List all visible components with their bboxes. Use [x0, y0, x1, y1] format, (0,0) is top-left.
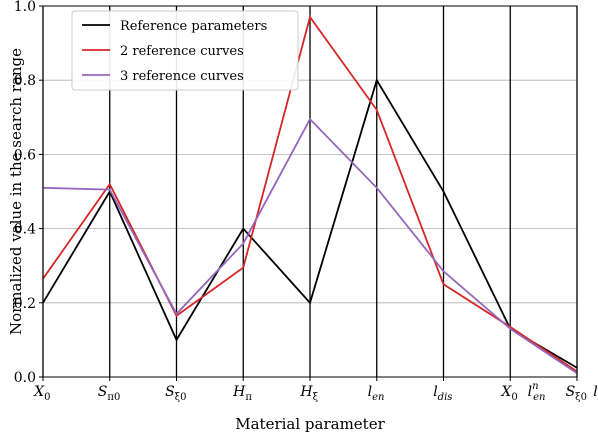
- series-line-3: [42, 117, 578, 375]
- x-tick-label-extra: l2dis: [593, 381, 598, 403]
- x-tick-label: Sξ0: [165, 384, 188, 403]
- x-tick-label: X0: [500, 384, 519, 403]
- x-tick-label-extra: ln en: [528, 381, 547, 403]
- y-axis-title: Normalized value in the search range: [7, 48, 25, 335]
- legend-label-2: 2 reference curves: [120, 44, 244, 59]
- y-tick-label: 0.6: [14, 147, 36, 163]
- series-line-2: [42, 15, 578, 373]
- x-tick-label: Hπ: [232, 384, 253, 403]
- x-tick-label: X0: [33, 384, 52, 403]
- x-axis-title: Material parameter: [235, 415, 385, 433]
- y-tick-label: 0.4: [14, 222, 36, 238]
- series-line-1: [42, 77, 578, 369]
- y-tick-label: 1.0: [14, 0, 36, 15]
- x-tick-label: ldis: [433, 384, 454, 403]
- y-tick-label: 0.0: [14, 370, 36, 386]
- x-tick-label: Sπ0: [98, 384, 122, 403]
- legend-box: [71, 10, 299, 91]
- x-tick-label: len: [368, 384, 386, 403]
- legend-label-1: Reference parameters: [120, 19, 267, 34]
- y-tick-label: 0.8: [14, 73, 36, 89]
- x-tick-label: Sξ0: [566, 384, 589, 403]
- legend-label-3: 3 reference curves: [120, 69, 244, 84]
- y-tick-label: 0.2: [14, 296, 36, 312]
- x-tick-label: Hξ: [299, 384, 319, 403]
